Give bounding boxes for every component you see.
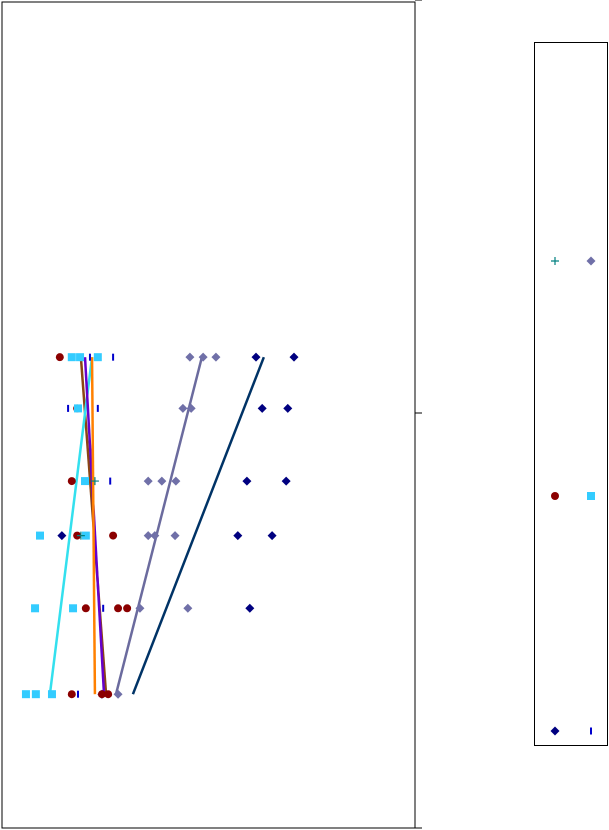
data-point [76, 690, 79, 698]
data-point [242, 476, 252, 486]
data-point [113, 689, 123, 699]
data-point [35, 531, 44, 540]
legend-marker [551, 492, 559, 500]
data-point [114, 604, 123, 613]
legend-marker [586, 256, 596, 266]
data-point [112, 353, 115, 361]
data-point [267, 531, 277, 541]
data-point [73, 404, 82, 413]
data-point [31, 604, 40, 613]
data-point [47, 690, 56, 699]
data-point [289, 352, 299, 362]
data-point [67, 353, 76, 362]
legend [534, 42, 608, 746]
data-point [251, 352, 261, 362]
trend-line [90, 357, 97, 695]
data-point [97, 690, 106, 699]
data-point [135, 603, 145, 613]
data-point [211, 352, 221, 362]
data-point [283, 403, 293, 413]
legend-marker [550, 726, 560, 736]
data-point [186, 403, 196, 413]
data-point [170, 531, 180, 541]
data-point [57, 531, 67, 541]
data-point [233, 531, 243, 541]
data-point [157, 476, 167, 486]
data-point [81, 531, 90, 540]
data-point [69, 604, 78, 613]
data-point [109, 531, 118, 540]
data-point [31, 690, 40, 699]
legend-marker [551, 257, 559, 265]
data-point [96, 404, 99, 412]
data-point [281, 476, 291, 486]
data-point [150, 531, 160, 541]
data-point [102, 604, 105, 612]
data-point [55, 353, 64, 362]
data-point [93, 353, 102, 362]
data-point [88, 353, 91, 361]
trend-line [114, 356, 204, 695]
data-point [198, 352, 208, 362]
legend-marker [590, 727, 592, 735]
data-point [257, 403, 267, 413]
data-point [143, 531, 153, 541]
data-point [67, 477, 76, 486]
data-point [245, 603, 255, 613]
plot [21, 256, 596, 736]
legend-marker [587, 492, 595, 500]
data-point [76, 531, 85, 540]
data-point [185, 352, 195, 362]
data-point [90, 477, 99, 486]
data-point [67, 690, 76, 699]
trend-line [131, 356, 266, 695]
data-point [171, 476, 181, 486]
data-point [81, 477, 90, 486]
data-point [21, 690, 30, 699]
data-point [183, 603, 193, 613]
data-point [109, 477, 112, 485]
data-point [143, 476, 153, 486]
data-point [67, 404, 70, 412]
data-point [123, 604, 132, 613]
data-point [178, 403, 188, 413]
data-point [104, 690, 113, 699]
data-point [76, 353, 85, 362]
trend-line [48, 357, 94, 695]
data-point [81, 604, 90, 613]
plot-area [1, 1, 416, 829]
